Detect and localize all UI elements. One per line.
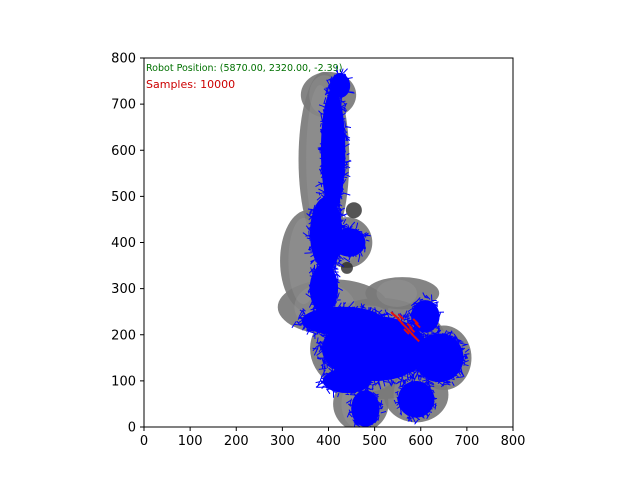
- sample-cluster-fill: [322, 368, 372, 394]
- x-tick-label: 300: [270, 434, 295, 449]
- plot-content: [277, 65, 472, 427]
- sample-cluster-fill: [333, 228, 366, 257]
- x-tick-label: 0: [140, 434, 148, 449]
- robot-estimate: [406, 322, 413, 330]
- dark-spot: [345, 202, 362, 219]
- sample-cluster-fill: [309, 264, 339, 313]
- robot-estimates-layer: [390, 311, 421, 343]
- x-tick-label: 400: [316, 434, 341, 449]
- dark-spot: [340, 261, 353, 274]
- sample-cluster-fill: [414, 333, 464, 383]
- y-tick-label: 700: [111, 98, 136, 113]
- y-tick-label: 600: [111, 144, 136, 159]
- sample-cluster-fill: [309, 196, 343, 270]
- sample-cluster-fill: [320, 89, 346, 212]
- robot-estimate: [413, 335, 420, 343]
- sample-cluster-fill: [397, 381, 435, 418]
- sample-cluster-fill: [411, 300, 440, 333]
- x-axis: 0 100 200 300 400 500 600 700 800: [140, 427, 526, 449]
- y-tick-label: 500: [111, 190, 136, 205]
- robot-estimate: [403, 328, 410, 335]
- sample-cluster-fill: [351, 390, 380, 427]
- samples-label: Samples: 10000: [146, 78, 235, 91]
- samples-layer: [291, 65, 470, 427]
- x-tick-label: 200: [224, 434, 249, 449]
- map-region-shade: [376, 279, 418, 307]
- robot-position-label: Robot Position: (5870.00, 2320.00, -2.39…: [146, 63, 342, 74]
- y-tick-label: 400: [111, 236, 136, 251]
- y-tick-label: 100: [111, 374, 136, 389]
- robot-estimate: [397, 313, 405, 321]
- robot-estimate: [414, 321, 421, 329]
- y-tick-label: 200: [111, 328, 136, 343]
- y-tick-label: 800: [111, 52, 136, 67]
- x-tick-label: 100: [178, 434, 203, 449]
- robot-estimate: [412, 318, 419, 325]
- y-tick-label: 0: [128, 421, 136, 436]
- x-tick-label: 500: [362, 434, 387, 449]
- x-tick-label: 600: [408, 434, 433, 449]
- x-tick-label: 800: [501, 434, 526, 449]
- y-tick-label: 300: [111, 282, 136, 297]
- x-tick-label: 700: [454, 434, 479, 449]
- y-axis: 0 100 200 300 400 500 600 700 800: [111, 52, 144, 436]
